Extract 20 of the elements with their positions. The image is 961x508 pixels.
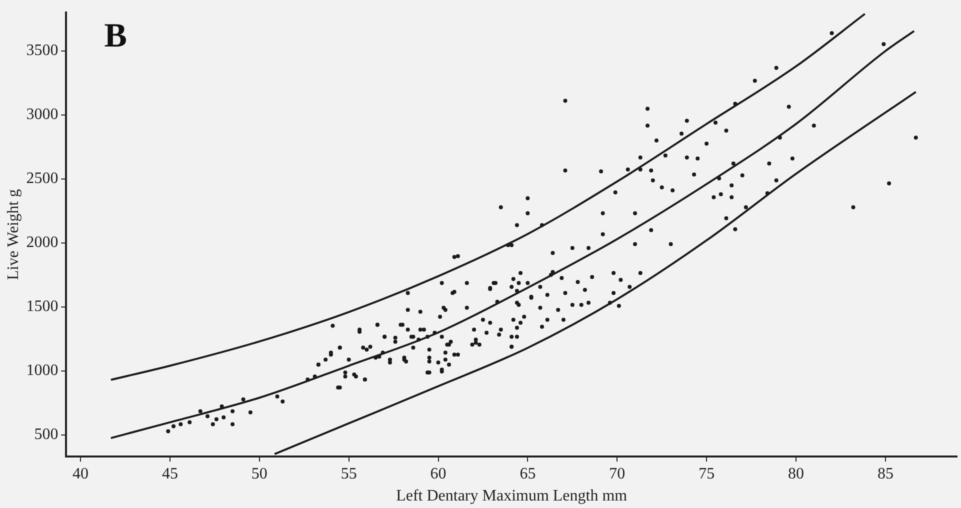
y-tick-label: 3000 bbox=[26, 106, 58, 124]
annotation: B bbox=[104, 17, 127, 54]
y-tick-label: 1000 bbox=[26, 362, 58, 380]
x-tick-label: 70 bbox=[609, 465, 626, 482]
x-tick-label: 80 bbox=[788, 465, 804, 482]
x-tick-label: 75 bbox=[698, 465, 715, 482]
x-tick-label: 65 bbox=[520, 465, 536, 482]
y-tick-label: 3500 bbox=[26, 42, 58, 60]
x-tick-label: 40 bbox=[72, 465, 89, 482]
x-axis-title: Left Dentary Maximum Length mm bbox=[396, 488, 628, 505]
x-tick-label: 85 bbox=[877, 465, 894, 482]
y-axis-title: Live Weight g bbox=[4, 189, 22, 280]
x-tick-label: 45 bbox=[162, 465, 178, 482]
x-tick-label: 50 bbox=[251, 465, 268, 482]
x-tick-label: 55 bbox=[340, 465, 357, 482]
y-tick-label: 2500 bbox=[26, 170, 58, 188]
y-tick-label: 2000 bbox=[26, 234, 58, 252]
y-tick-label: 500 bbox=[34, 426, 58, 444]
x-tick-label: 60 bbox=[430, 465, 446, 482]
y-tick-label: 1500 bbox=[26, 298, 58, 316]
